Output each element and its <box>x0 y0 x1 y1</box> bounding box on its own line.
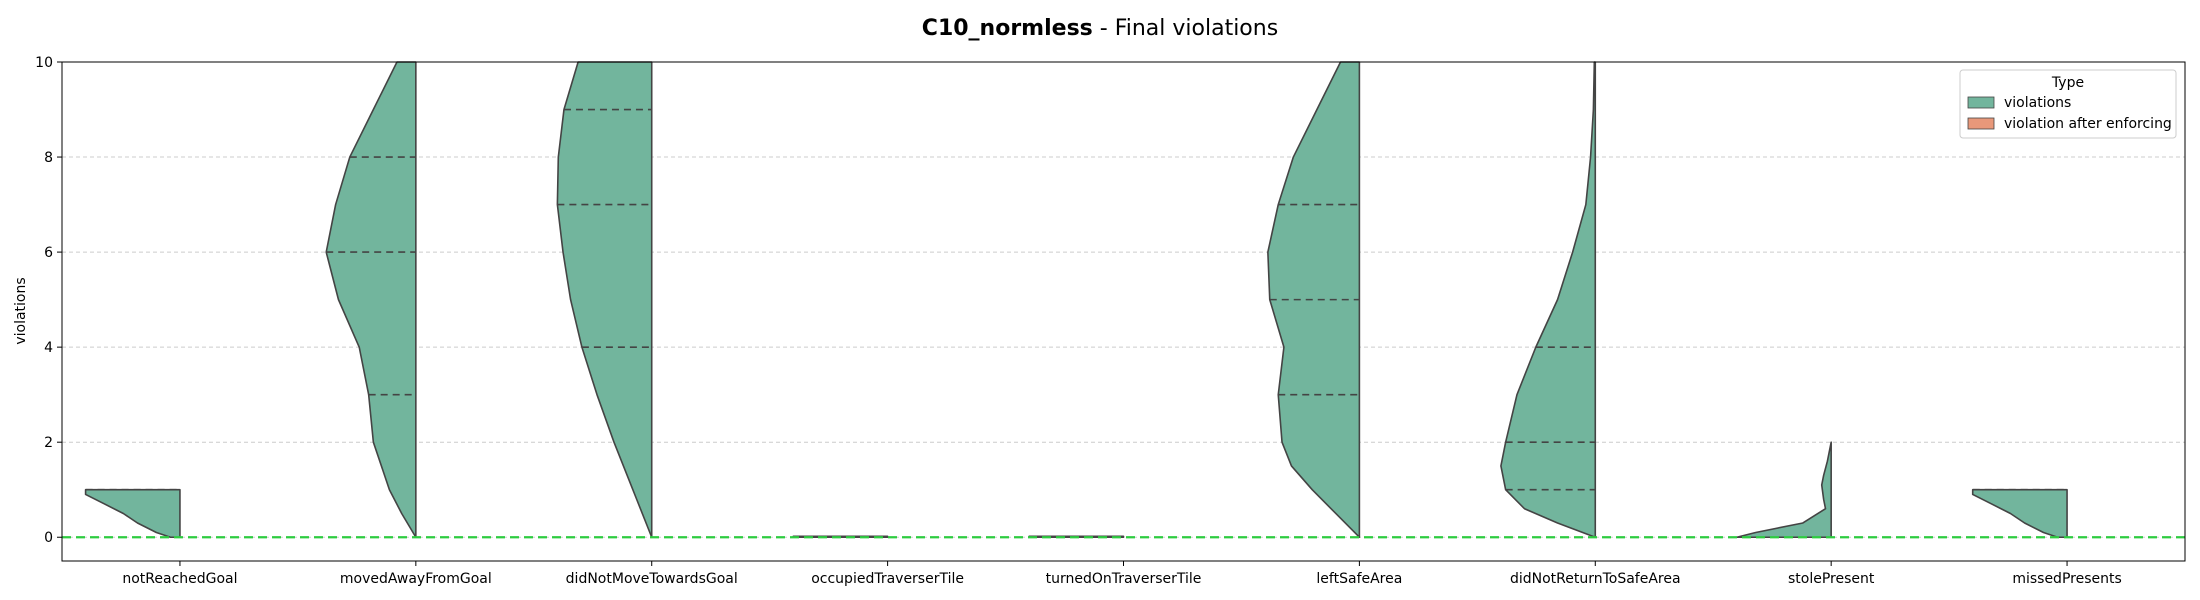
y-axis-label: violations <box>13 277 29 344</box>
legend-label-violations: violations <box>2004 95 2071 111</box>
violin-did-not-move-towards-goal <box>556 61 653 539</box>
legend-box <box>1959 69 2177 139</box>
legend-label-violation-after-enforcing: violation after enforcing <box>2004 116 2172 132</box>
y-tick-label: 0 <box>44 530 53 546</box>
x-tick-label-stole-present: stolePresent <box>1788 571 1875 587</box>
y-tick-label: 8 <box>44 150 53 166</box>
y-tick-label: 4 <box>44 340 53 356</box>
x-tick-label-left-safe-area: leftSafeArea <box>1316 571 1402 587</box>
violin-moved-away-from-goal <box>325 61 417 539</box>
violin-stole-present <box>1736 441 1832 539</box>
violin-did-not-return-to-safe-area <box>1500 61 1597 539</box>
chart-title: C10_normless - Final violations <box>922 16 1278 41</box>
x-tick-label-did-not-return-to-safe-area: didNotReturnToSafeArea <box>1510 571 1681 587</box>
x-tick-label-missed-presents: missedPresents <box>2012 571 2121 587</box>
x-axis-ticks: notReachedGoal movedAwayFromGoal didNotMov… <box>122 561 2122 587</box>
x-tick-label-turned-on-traverser-tile: turnedOnTraverserTile <box>1046 571 1202 587</box>
legend-swatch-violations <box>1967 96 1995 109</box>
y-tick-label: 2 <box>44 435 53 451</box>
violins <box>84 61 2068 539</box>
violin-not-reached-goal <box>84 488 181 539</box>
legend-swatch-violation-after-enforcing <box>1967 117 1995 130</box>
x-tick-label-not-reached-goal: notReachedGoal <box>122 571 237 587</box>
violin-missed-presents <box>1971 488 2068 539</box>
violin-left-safe-area <box>1267 61 1361 539</box>
legend-title: Type <box>2051 75 2084 91</box>
chart-title-bold: C10_normless <box>922 16 1093 41</box>
chart-title-rest: - Final violations <box>1093 16 1278 41</box>
y-axis-ticks: 0 2 4 6 8 10 <box>35 55 62 546</box>
y-tick-label: 10 <box>35 55 53 71</box>
legend: Type violations violation after enforcin… <box>1959 69 2177 139</box>
x-tick-label-occupied-traverser-tile: occupiedTraverserTile <box>811 571 964 587</box>
y-tick-label: 6 <box>44 245 53 261</box>
x-tick-label-did-not-move-towards-goal: didNotMoveTowardsGoal <box>566 571 738 587</box>
x-tick-label-moved-away-from-goal: movedAwayFromGoal <box>340 571 492 587</box>
